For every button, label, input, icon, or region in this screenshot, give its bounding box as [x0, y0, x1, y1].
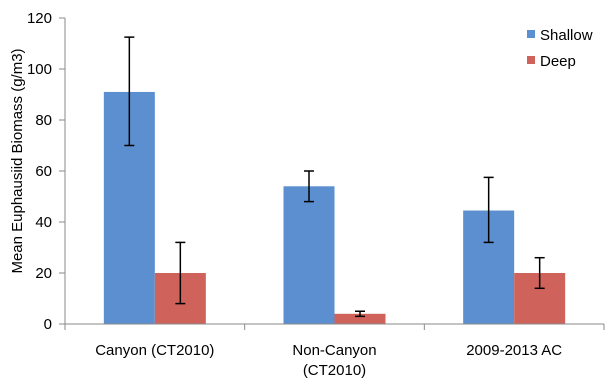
bar-shallow-2 — [283, 186, 335, 324]
y-axis-ticks: 0 20 40 60 80 100 120 — [27, 10, 65, 333]
legend-label-shallow: Shallow — [540, 27, 593, 44]
y-tick-label: 100 — [27, 61, 52, 78]
y-tick-label: 0 — [44, 316, 52, 333]
bars — [103, 91, 566, 324]
y-tick-label: 60 — [35, 163, 52, 180]
legend-swatch-deep — [527, 56, 535, 64]
y-axis-title: Mean Euphausiid Biomass (g/m3) — [9, 48, 26, 273]
legend-label-deep: Deep — [540, 53, 576, 70]
bar-deep-2 — [334, 313, 386, 324]
legend-swatch-shallow — [527, 30, 535, 38]
axes — [64, 18, 605, 330]
x-tick-label: Canyon (CT2010) — [95, 342, 214, 359]
x-axis-ticks: Canyon (CT2010) Non-Canyon (CT2010) 2009-20… — [95, 342, 562, 379]
y-tick-label: 120 — [27, 10, 52, 27]
x-tick-label: (CT2010) — [303, 362, 366, 379]
y-tick-label: 20 — [35, 265, 52, 282]
x-tick-label: Non-Canyon — [292, 342, 376, 359]
error-bars — [124, 36, 545, 318]
y-tick-label: 40 — [35, 214, 52, 231]
legend: Shallow Deep — [527, 27, 593, 70]
x-tick-label: 2009-2013 AC — [466, 342, 562, 359]
y-tick-label: 80 — [35, 112, 52, 129]
